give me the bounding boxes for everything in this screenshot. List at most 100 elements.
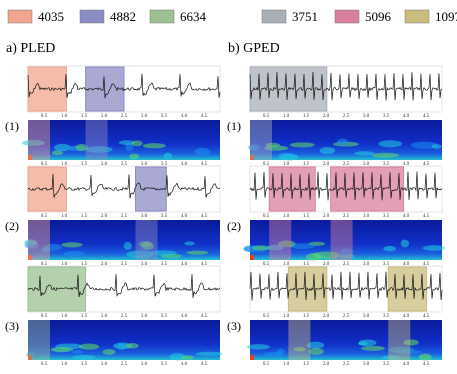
time-tick-label: 2.0 xyxy=(101,262,108,267)
time-tick-label: 3.0 xyxy=(141,162,148,167)
time-tick-label: 4.5 xyxy=(423,162,430,167)
time-tick-label: 4.0 xyxy=(181,214,188,219)
time-tick-label: 3.5 xyxy=(161,262,168,267)
time-tick-label: 2.5 xyxy=(121,314,128,319)
time-tick-label: 1.5 xyxy=(303,362,310,367)
spectro-blob xyxy=(54,143,71,152)
legend-swatch xyxy=(7,9,33,24)
time-tick-label: 4.0 xyxy=(403,214,410,219)
spectro-blob xyxy=(63,250,85,257)
time-tick-label: 3.0 xyxy=(363,262,370,267)
time-tick-label: 1.5 xyxy=(303,162,310,167)
spectro-blob xyxy=(61,242,83,248)
spectro-blob xyxy=(21,140,45,146)
spectro-blob xyxy=(378,140,402,148)
time-tick-label: 3.0 xyxy=(141,362,148,367)
legend-label: 5096 xyxy=(365,9,392,24)
spectro-highlight xyxy=(288,320,311,360)
time-tick-label: 2.0 xyxy=(101,314,108,319)
time-tick-label: 1.0 xyxy=(61,262,68,267)
time-tick-label: 2.0 xyxy=(101,162,108,167)
legend-label: 6634 xyxy=(180,9,207,24)
time-tick-label: 1.5 xyxy=(303,262,310,267)
time-tick-label: 1.0 xyxy=(61,114,68,119)
spectro-blob xyxy=(125,343,139,349)
time-tick-label: 2.0 xyxy=(323,114,330,119)
time-tick-label: 2.0 xyxy=(323,214,330,219)
spectro-blob xyxy=(186,250,209,255)
time-tick-label: 1.5 xyxy=(81,114,88,119)
spectro-band xyxy=(250,155,254,160)
time-tick-label: 0.5 xyxy=(263,162,270,167)
time-tick-label: 1.5 xyxy=(303,114,310,119)
legend-swatch xyxy=(404,9,430,24)
spectro-blob xyxy=(403,339,419,346)
spectro-blob xyxy=(248,144,260,151)
highlight xyxy=(135,166,167,212)
time-tick-label: 1.0 xyxy=(61,314,68,319)
time-tick-label: 3.5 xyxy=(383,262,390,267)
time-tick-label: 1.0 xyxy=(283,114,290,119)
spectro-band xyxy=(250,355,254,360)
time-tick-label: 1.5 xyxy=(81,314,88,319)
time-tick-label: 2.0 xyxy=(323,262,330,267)
time-tick-label: 4.0 xyxy=(403,162,410,167)
spectro-blob xyxy=(50,347,74,353)
spectro-blob xyxy=(24,239,37,246)
row-label: (1) xyxy=(227,119,241,133)
spectro-highlight xyxy=(330,220,353,260)
time-tick-label: 2.0 xyxy=(323,362,330,367)
spectro-blob xyxy=(289,142,315,148)
time-tick-label: 3.5 xyxy=(383,314,390,319)
time-tick-label: 0.5 xyxy=(41,362,48,367)
highlight xyxy=(27,166,67,212)
spectro-band xyxy=(28,355,32,360)
time-tick-label: 4.0 xyxy=(403,114,410,119)
time-tick-label: 0.5 xyxy=(41,162,48,167)
time-tick-label: 0.5 xyxy=(263,214,270,219)
spectro-blob xyxy=(71,349,83,354)
time-tick-label: 4.5 xyxy=(201,314,208,319)
time-tick-label: 4.0 xyxy=(181,314,188,319)
time-tick-label: 0.5 xyxy=(263,262,270,267)
spectro-blob xyxy=(194,147,211,156)
spectro-blob xyxy=(361,345,385,351)
spectro-blob xyxy=(184,241,195,246)
spectro-blob xyxy=(431,144,442,149)
time-tick-label: 2.5 xyxy=(121,114,128,119)
highlight xyxy=(268,166,316,212)
spectro-blob xyxy=(169,353,186,361)
time-tick-label: 0.5 xyxy=(41,262,48,267)
spectro-highlight xyxy=(28,120,50,160)
time-tick-label: 3.0 xyxy=(363,162,370,167)
spectro-blob xyxy=(277,240,296,248)
spectro-blob xyxy=(293,347,306,352)
spectro-blob xyxy=(308,347,324,356)
legend-swatch xyxy=(261,9,287,24)
time-tick-label: 1.0 xyxy=(283,314,290,319)
time-tick-label: 4.5 xyxy=(201,114,208,119)
spectro-blob xyxy=(278,153,299,161)
spectro-band xyxy=(28,255,32,260)
time-tick-label: 1.0 xyxy=(283,362,290,367)
time-tick-label: 2.5 xyxy=(343,314,350,319)
spectro-blob xyxy=(123,241,132,250)
time-tick-label: 1.5 xyxy=(81,214,88,219)
legend-label: 3751 xyxy=(292,9,318,24)
time-tick-label: 3.5 xyxy=(383,362,390,367)
time-tick-label: 3.5 xyxy=(161,214,168,219)
spectro-blob xyxy=(150,250,178,256)
spectro-highlight xyxy=(269,220,292,260)
time-tick-label: 2.0 xyxy=(101,214,108,219)
legend-swatch xyxy=(79,9,105,24)
time-tick-label: 3.5 xyxy=(161,162,168,167)
time-tick-label: 4.5 xyxy=(423,214,430,219)
spectro-blob xyxy=(388,346,415,353)
time-tick-label: 0.5 xyxy=(263,114,270,119)
time-tick-label: 4.0 xyxy=(403,314,410,319)
time-tick-label: 3.5 xyxy=(161,114,168,119)
time-tick-label: 0.5 xyxy=(263,362,270,367)
time-tick-label: 2.0 xyxy=(101,362,108,367)
spectro-highlight xyxy=(250,120,272,160)
